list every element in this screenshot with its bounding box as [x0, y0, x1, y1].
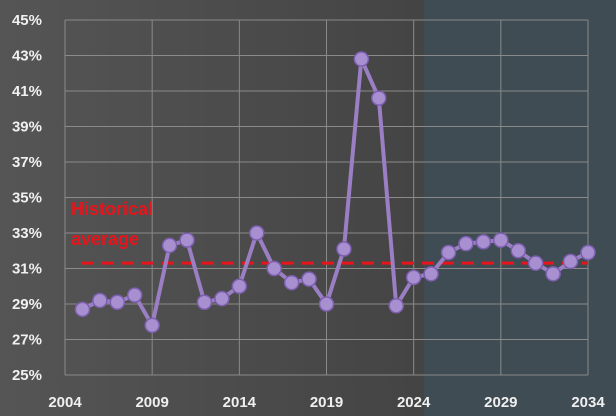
data-point-2011: [179, 232, 195, 248]
data-point-2019: [318, 296, 335, 312]
y-tick-label: 25%: [12, 367, 42, 384]
forecast-region-shade: [424, 0, 616, 416]
data-point-2021: [353, 51, 370, 67]
data-point-2007: [109, 294, 126, 310]
data-point-2010: [161, 237, 178, 254]
y-tick-label: 31%: [12, 261, 42, 278]
x-tick-label: 2029: [484, 394, 517, 411]
data-point-2027: [458, 235, 474, 252]
data-point-2014: [231, 278, 248, 294]
x-axis-tick-labels: 2004 2009 2014 2019 2024 2029 2034: [48, 394, 605, 411]
y-tick-label: 33%: [12, 225, 42, 242]
data-point-2013: [214, 290, 230, 307]
data-point-2005: [74, 301, 91, 318]
data-point-2025: [423, 266, 439, 282]
y-tick-label: 35%: [12, 190, 42, 207]
data-point-2026: [440, 244, 457, 261]
data-point-2031: [527, 255, 544, 271]
data-point-2030: [510, 243, 527, 259]
y-tick-label: 41%: [12, 83, 42, 100]
data-point-2020: [336, 241, 352, 257]
x-tick-label: 2014: [223, 394, 257, 411]
historical-average-label-line1: Historical: [71, 199, 153, 219]
data-point-2009: [144, 317, 160, 334]
y-tick-label: 37%: [12, 154, 42, 171]
y-tick-label: 45%: [12, 12, 42, 29]
x-tick-label: 2034: [571, 394, 605, 411]
y-axis-tick-labels: 25% 27% 29% 31% 33% 35% 37% 39% 41% 43% 45%: [12, 12, 42, 384]
y-tick-label: 27%: [12, 332, 42, 349]
data-point-2028: [475, 234, 492, 250]
data-point-2022: [371, 90, 387, 106]
data-point-2024: [405, 269, 422, 286]
x-tick-label: 2024: [397, 394, 431, 411]
y-tick-label: 43%: [12, 48, 42, 65]
y-tick-label: 29%: [12, 296, 42, 313]
data-point-2029: [493, 232, 509, 248]
data-point-2032: [545, 266, 561, 282]
data-points: [74, 51, 596, 334]
data-point-2008: [126, 287, 143, 303]
data-point-2018: [301, 271, 317, 287]
data-point-2023: [388, 298, 404, 314]
data-point-2017: [283, 274, 300, 291]
y-tick-label: 39%: [12, 119, 42, 136]
historical-average-label-line2: average: [71, 229, 139, 249]
data-point-2016: [266, 260, 282, 277]
x-tick-label: 2019: [310, 394, 343, 411]
data-point-2006: [92, 292, 108, 309]
x-tick-label: 2004: [48, 394, 82, 411]
data-point-2033: [562, 253, 579, 270]
x-tick-label: 2009: [135, 394, 168, 411]
data-point-2034: [580, 244, 596, 261]
data-point-2015: [249, 225, 265, 241]
data-point-2012: [196, 294, 213, 310]
